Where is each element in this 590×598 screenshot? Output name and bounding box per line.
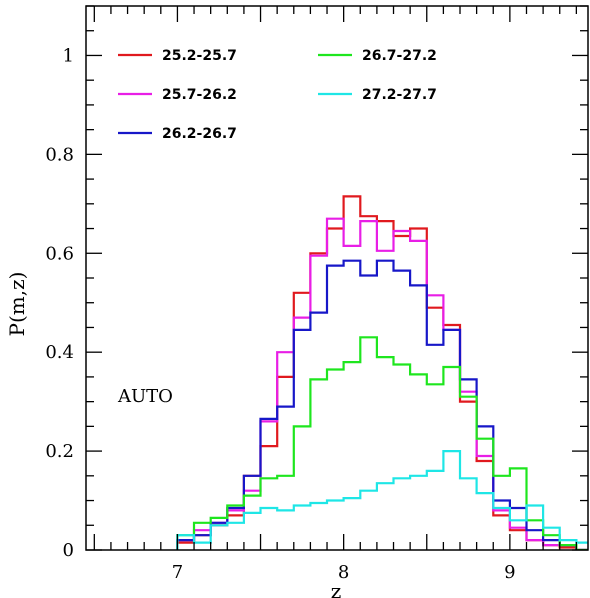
y-tick-label: 0 [63,540,74,561]
y-axis-label: P(m,z) [5,272,29,337]
legend-label: 26.7-27.2 [362,48,437,64]
x-tick-label: 8 [338,562,349,583]
legend: 25.2-25.7 25.7-26.2 26.2-26.7 26.7-27.2 27.2… [118,48,437,142]
series-group [176,195,588,550]
series-1-line [176,195,588,550]
legend-label: 25.7-26.2 [162,87,237,103]
y-tick-label: 1 [63,45,74,66]
y-tick-label: 0.8 [45,144,74,165]
legend-label: 25.2-25.7 [162,48,237,64]
legend-label: 27.2-27.7 [362,87,437,103]
y-tick-label: 0.2 [45,441,74,462]
series-2-line [176,217,588,550]
series-3-line [176,259,588,550]
x-tick-label: 9 [504,562,515,583]
legend-label: 26.2-26.7 [162,126,237,142]
y-tick-label: 0.4 [45,342,74,363]
x-tick-label: 7 [172,562,183,583]
series-4-line [176,336,588,550]
axes: 0 0.2 0.4 0.6 0.8 1 7 8 9 [45,5,589,583]
x-axis-label: z [331,579,342,598]
y-tick-label: 0.6 [45,243,74,264]
series-5-line [176,450,588,550]
annotation-label: AUTO [117,386,173,407]
